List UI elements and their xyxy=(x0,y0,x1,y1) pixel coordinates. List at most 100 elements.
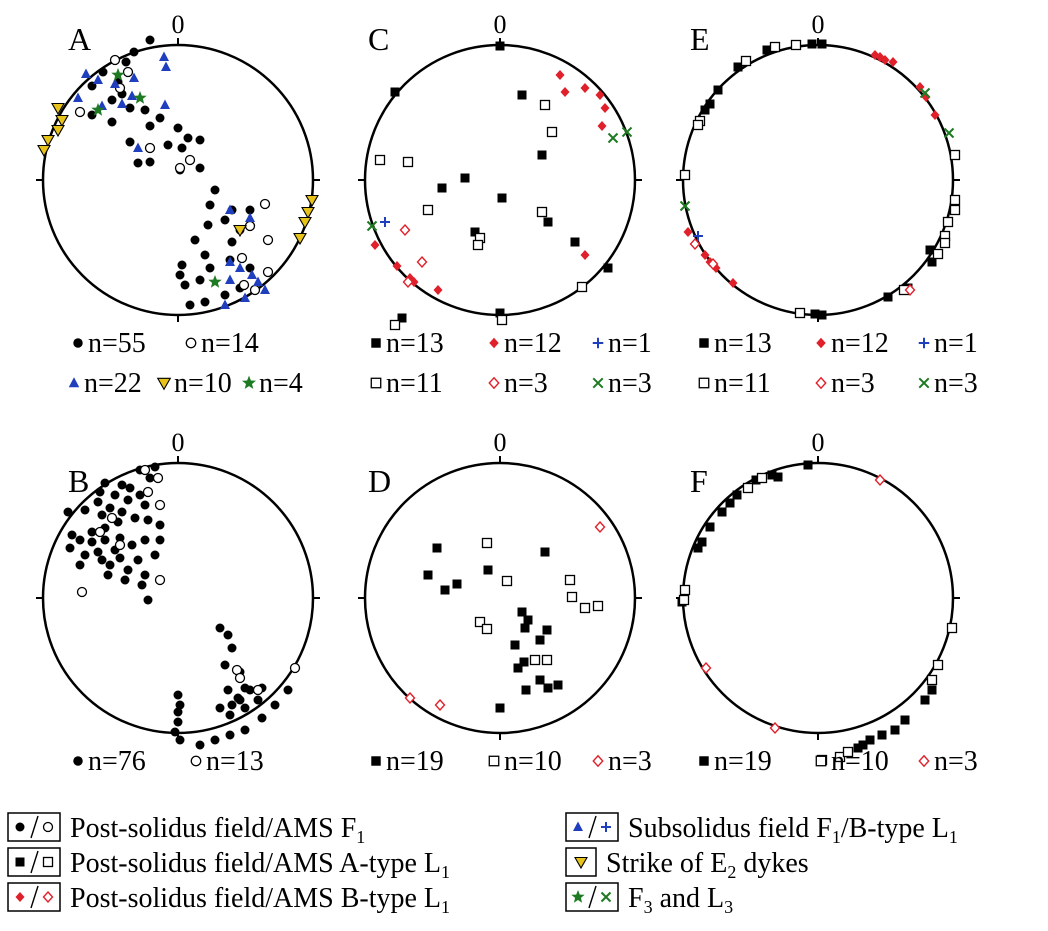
open-square-point xyxy=(474,616,486,628)
filled-circle-point xyxy=(195,740,205,750)
filled-square-point xyxy=(437,183,447,193)
blue-plus-point xyxy=(693,231,703,241)
open-circle-point xyxy=(142,486,154,498)
count-symbol xyxy=(68,377,80,388)
filled-circle-point xyxy=(97,510,107,520)
north-label: 0 xyxy=(172,428,185,457)
count-symbol xyxy=(156,377,172,391)
filled-circle-point xyxy=(87,527,97,537)
legend-text-main: Subsolidus field F xyxy=(628,813,832,844)
panel-label: D xyxy=(368,463,391,499)
filled-circle-point xyxy=(140,105,150,115)
blue-triangle-point xyxy=(225,274,235,284)
open-square-point xyxy=(679,169,691,181)
filled-circle-point xyxy=(195,135,205,145)
filled-circle-point xyxy=(225,730,235,740)
primitive-circle xyxy=(363,43,637,317)
count-symbol xyxy=(371,338,381,348)
count-label: n=22 xyxy=(84,368,142,399)
red-diamond-point xyxy=(930,110,940,120)
filled-square-point xyxy=(517,607,527,617)
filled-square-point xyxy=(865,735,875,745)
filled-circle-point xyxy=(129,47,139,57)
filled-circle-point xyxy=(177,143,187,153)
filled-circle-point xyxy=(173,690,183,700)
filled-circle-point xyxy=(227,237,237,247)
open-square-point xyxy=(546,126,558,138)
legend-subscript: 3 xyxy=(644,897,653,917)
blue-triangle-point xyxy=(117,98,127,108)
stereonet-panel-e: E 0 n=13 n=12 n=1 n=11 n=3 n=3 xyxy=(676,10,978,399)
primitive-circle xyxy=(363,461,637,735)
count-label: n=3 xyxy=(934,746,978,777)
filled-square-point xyxy=(717,507,727,517)
legend-text-main: Post-solidus field/AMS F xyxy=(70,813,356,844)
filled-circle-point xyxy=(75,560,85,570)
filled-square-point xyxy=(535,635,545,645)
filled-circle-point xyxy=(143,515,153,525)
panel-label: A xyxy=(68,21,91,57)
open-square-point xyxy=(742,482,754,494)
filled-square-point xyxy=(732,490,742,500)
filled-square-point xyxy=(470,227,480,237)
north-label: 0 xyxy=(494,428,507,457)
filled-circle-point xyxy=(125,483,135,493)
filled-circle-point xyxy=(170,727,180,737)
north-label: 0 xyxy=(172,10,185,39)
count-label: n=3 xyxy=(934,368,978,399)
red-diamond-point xyxy=(880,55,890,65)
filled-square-point xyxy=(700,105,710,115)
filled-circle-point xyxy=(225,710,235,720)
yellow-triangle-point xyxy=(301,206,315,220)
count-symbol xyxy=(73,338,83,348)
filled-circle-point xyxy=(123,565,133,575)
green-cross-point xyxy=(679,200,691,212)
filled-square-point xyxy=(523,615,533,625)
filled-circle-point xyxy=(210,735,220,745)
count-label: n=10 xyxy=(174,368,232,399)
filled-square-point xyxy=(537,150,547,160)
count-label: n=13 xyxy=(386,328,444,359)
filled-square-point xyxy=(877,730,887,740)
red-diamond-point xyxy=(700,250,710,260)
red-diamond-point xyxy=(555,70,565,80)
blue-triangle-point xyxy=(161,61,171,71)
filled-circle-point xyxy=(103,570,113,580)
filled-circle-point xyxy=(150,550,160,560)
filled-square-point xyxy=(517,90,527,100)
open-square-point xyxy=(769,41,781,53)
green-cross-point xyxy=(943,127,955,139)
open-circle-point xyxy=(174,162,186,174)
legend-text-main: Post-solidus field/AMS A-type L xyxy=(70,848,441,879)
yellow-triangle-point xyxy=(305,194,319,208)
legend-subscript: 1 xyxy=(832,827,841,847)
open-diamond-point xyxy=(404,691,416,705)
count-symbol xyxy=(489,337,499,349)
legend-separator xyxy=(588,815,597,839)
filled-circle-point xyxy=(137,580,147,590)
filled-square-point xyxy=(858,740,868,750)
open-circle-point xyxy=(184,154,196,166)
open-circle-point xyxy=(262,266,274,278)
filled-square-point xyxy=(751,475,761,485)
count-label: n=10 xyxy=(504,746,562,777)
filled-circle-point xyxy=(195,163,205,173)
count-label: n=19 xyxy=(386,746,444,777)
legend-symbol xyxy=(15,857,25,867)
open-square-point xyxy=(939,237,951,249)
open-square-point xyxy=(790,39,802,51)
filled-circle-point xyxy=(100,478,110,488)
filled-circle-point xyxy=(205,200,215,210)
legend-item: Post-solidus field/AMS B-type L1 xyxy=(7,882,450,917)
open-square-point xyxy=(932,659,944,671)
legend-symbol xyxy=(42,856,54,868)
filled-circle-point xyxy=(173,123,183,133)
filled-circle-point xyxy=(115,553,125,563)
filled-square-point xyxy=(803,460,813,470)
filled-square-point xyxy=(693,543,703,553)
filled-circle-point xyxy=(145,121,155,131)
open-square-point xyxy=(932,248,944,260)
open-diamond-point xyxy=(904,283,916,297)
filled-square-point xyxy=(883,292,893,302)
